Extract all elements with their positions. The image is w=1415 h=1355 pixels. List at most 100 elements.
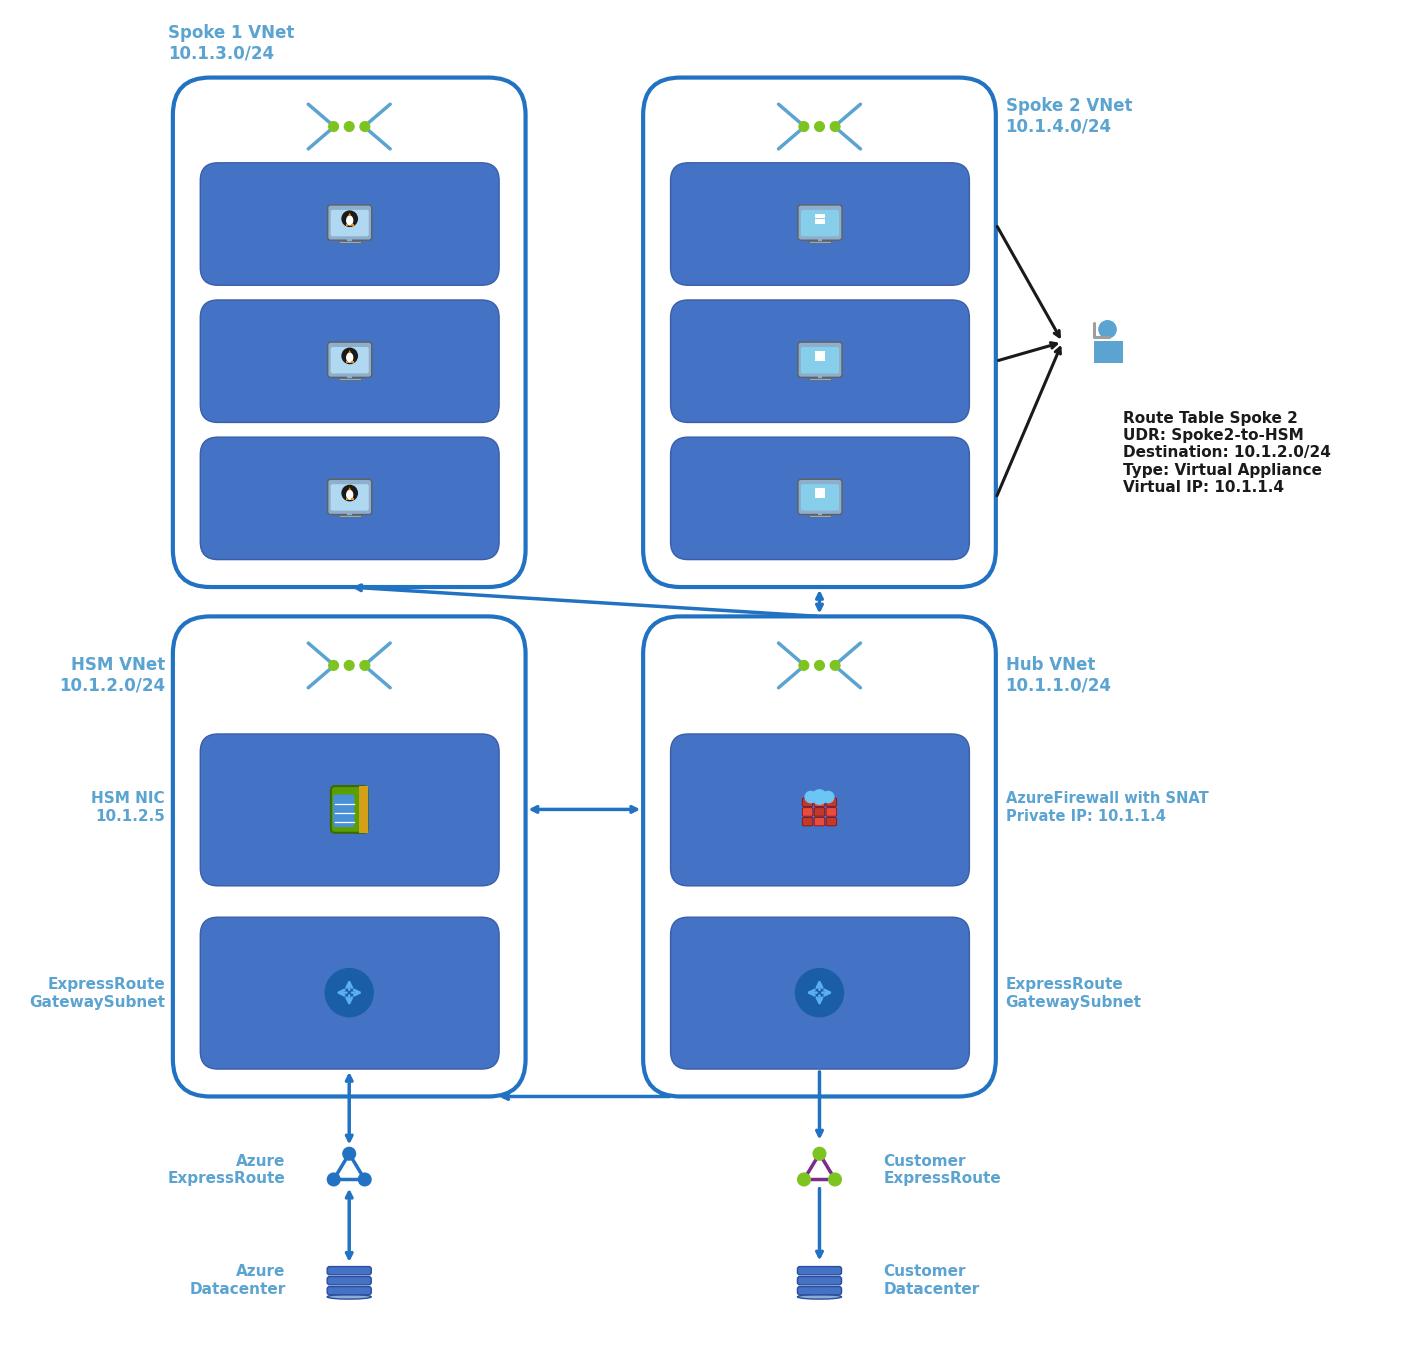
- Circle shape: [798, 1173, 811, 1186]
- Bar: [809, 515, 831, 518]
- Circle shape: [831, 122, 841, 131]
- FancyBboxPatch shape: [331, 786, 368, 833]
- Circle shape: [799, 122, 809, 131]
- Bar: [818, 375, 822, 379]
- Polygon shape: [348, 488, 351, 491]
- Text: Hub VNet
10.1.1.0/24: Hub VNet 10.1.1.0/24: [1006, 656, 1112, 694]
- Circle shape: [342, 211, 358, 226]
- FancyBboxPatch shape: [328, 205, 372, 240]
- FancyBboxPatch shape: [328, 480, 372, 515]
- Circle shape: [799, 661, 809, 671]
- Circle shape: [328, 122, 338, 131]
- FancyBboxPatch shape: [671, 299, 969, 423]
- Text: HSM NIC
10.1.2.5: HSM NIC 10.1.2.5: [92, 791, 166, 824]
- Circle shape: [344, 661, 354, 671]
- Text: ExpressRoute
GatewaySubnet: ExpressRoute GatewaySubnet: [1006, 977, 1142, 1009]
- Text: Customer
ExpressRoute: Customer ExpressRoute: [883, 1153, 1000, 1186]
- Circle shape: [815, 122, 825, 131]
- Circle shape: [342, 1148, 355, 1160]
- FancyBboxPatch shape: [814, 817, 825, 827]
- FancyBboxPatch shape: [331, 347, 369, 374]
- Text: Spoke 1 VNet
10.1.3.0/24: Spoke 1 VNet 10.1.3.0/24: [168, 24, 294, 62]
- Bar: [815, 356, 819, 360]
- Bar: [818, 512, 822, 516]
- FancyBboxPatch shape: [802, 808, 812, 816]
- FancyBboxPatch shape: [327, 1286, 371, 1295]
- Text: Azure
Datacenter: Azure Datacenter: [190, 1264, 286, 1297]
- Bar: [809, 378, 831, 379]
- FancyBboxPatch shape: [644, 77, 996, 587]
- FancyBboxPatch shape: [173, 617, 525, 1096]
- Bar: [821, 356, 825, 360]
- FancyBboxPatch shape: [814, 808, 825, 816]
- FancyBboxPatch shape: [201, 163, 499, 286]
- Text: Azure
ExpressRoute: Azure ExpressRoute: [168, 1153, 286, 1186]
- Bar: [818, 238, 822, 241]
- FancyBboxPatch shape: [331, 210, 369, 236]
- FancyBboxPatch shape: [201, 299, 499, 423]
- FancyBboxPatch shape: [798, 1286, 842, 1295]
- Circle shape: [815, 661, 825, 671]
- FancyBboxPatch shape: [173, 77, 525, 587]
- Bar: [821, 488, 825, 493]
- FancyBboxPatch shape: [814, 798, 825, 806]
- FancyBboxPatch shape: [331, 484, 369, 511]
- FancyBboxPatch shape: [201, 917, 499, 1069]
- FancyBboxPatch shape: [201, 734, 499, 886]
- Bar: [815, 220, 819, 224]
- FancyBboxPatch shape: [327, 1267, 371, 1275]
- FancyBboxPatch shape: [671, 734, 969, 886]
- Text: AzureFirewall with SNAT
Private IP: 10.1.1.4: AzureFirewall with SNAT Private IP: 10.1…: [1006, 791, 1208, 824]
- Bar: [347, 238, 352, 241]
- FancyBboxPatch shape: [802, 798, 812, 806]
- Bar: [815, 214, 819, 218]
- Bar: [815, 488, 819, 493]
- Circle shape: [812, 790, 826, 805]
- Circle shape: [814, 1148, 826, 1160]
- Bar: [821, 351, 825, 355]
- Circle shape: [805, 791, 816, 802]
- Text: HSM VNet
10.1.2.0/24: HSM VNet 10.1.2.0/24: [59, 656, 166, 694]
- FancyBboxPatch shape: [826, 808, 836, 816]
- Polygon shape: [1094, 341, 1124, 363]
- Text: Customer
Datacenter: Customer Datacenter: [883, 1264, 979, 1297]
- Bar: [351, 224, 354, 226]
- Bar: [345, 362, 348, 363]
- Circle shape: [325, 969, 374, 1016]
- Ellipse shape: [347, 354, 352, 362]
- Text: ExpressRoute
GatewaySubnet: ExpressRoute GatewaySubnet: [30, 977, 166, 1009]
- FancyBboxPatch shape: [801, 347, 839, 374]
- Circle shape: [328, 661, 338, 671]
- Ellipse shape: [798, 1294, 842, 1299]
- Circle shape: [342, 485, 358, 501]
- Bar: [359, 786, 368, 833]
- FancyBboxPatch shape: [826, 798, 836, 806]
- Bar: [821, 220, 825, 224]
- Polygon shape: [348, 350, 351, 352]
- Text: Spoke 2 VNet
10.1.4.0/24: Spoke 2 VNet 10.1.4.0/24: [1006, 98, 1132, 136]
- FancyBboxPatch shape: [802, 817, 812, 827]
- FancyBboxPatch shape: [798, 480, 842, 515]
- FancyBboxPatch shape: [333, 794, 354, 827]
- Circle shape: [359, 122, 369, 131]
- Bar: [815, 493, 819, 497]
- Bar: [345, 499, 348, 500]
- FancyBboxPatch shape: [801, 484, 839, 511]
- Ellipse shape: [327, 1294, 371, 1299]
- Circle shape: [327, 1173, 340, 1186]
- FancyBboxPatch shape: [798, 341, 842, 377]
- FancyBboxPatch shape: [644, 617, 996, 1096]
- FancyBboxPatch shape: [671, 163, 969, 286]
- Circle shape: [822, 791, 833, 802]
- FancyBboxPatch shape: [798, 205, 842, 240]
- Circle shape: [359, 661, 369, 671]
- FancyBboxPatch shape: [201, 438, 499, 560]
- Bar: [345, 224, 348, 226]
- Bar: [821, 493, 825, 497]
- Text: Route Table Spoke 2
UDR: Spoke2-to-HSM
Destination: 10.1.2.0/24
Type: Virtual Ap: Route Table Spoke 2 UDR: Spoke2-to-HSM D…: [1124, 411, 1332, 496]
- Ellipse shape: [347, 491, 352, 499]
- Circle shape: [1099, 321, 1116, 337]
- FancyBboxPatch shape: [826, 817, 836, 827]
- FancyBboxPatch shape: [798, 1267, 842, 1275]
- Polygon shape: [348, 213, 351, 215]
